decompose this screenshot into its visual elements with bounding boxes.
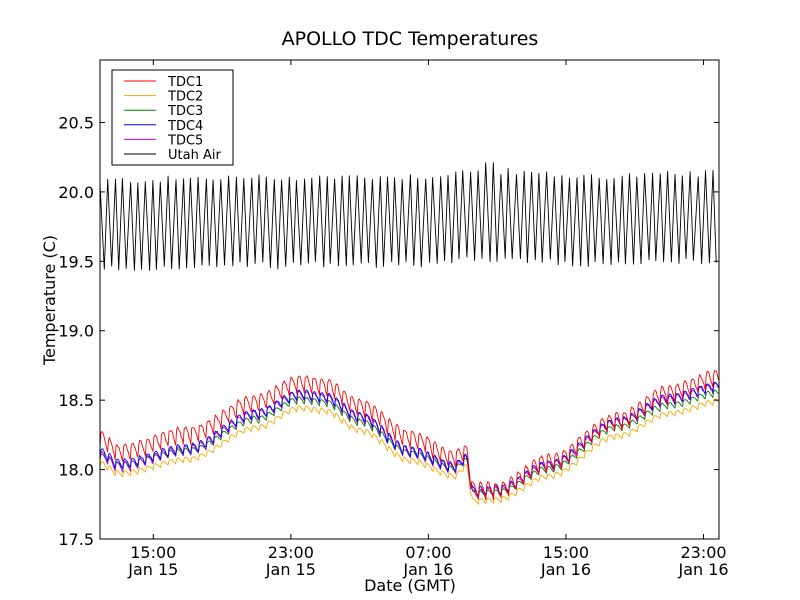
x-tick-label-time: 23:00 xyxy=(268,543,314,562)
y-axis: 17.5 18.0 18.5 19.0 19.5 20.0 20.5 xyxy=(58,113,719,549)
legend-label: Utah Air xyxy=(168,148,221,163)
legend-label: TDC3 xyxy=(167,104,203,119)
y-tick-label: 20.0 xyxy=(58,183,94,202)
legend-label: TDC4 xyxy=(167,119,203,134)
x-tick-label-time: 15:00 xyxy=(130,543,176,562)
y-tick-label: 18.5 xyxy=(58,391,94,410)
chart-title: APOLLO TDC Temperatures xyxy=(282,28,539,50)
x-tick-label-date: Jan 15 xyxy=(265,560,316,579)
x-tick-label-time: 15:00 xyxy=(543,543,589,562)
x-axis-label: Date (GMT) xyxy=(364,576,456,595)
series-layer xyxy=(100,162,719,505)
y-tick-label: 19.5 xyxy=(58,252,94,271)
y-tick-label: 18.0 xyxy=(58,461,94,480)
y-tick-label: 20.5 xyxy=(58,113,94,132)
x-tick-label-date: Jan 16 xyxy=(677,560,728,579)
y-tick-label: 19.0 xyxy=(58,322,94,341)
legend-label: TDC5 xyxy=(167,133,203,148)
x-tick-label-date: Jan 16 xyxy=(402,560,453,579)
x-tick-label-date: Jan 15 xyxy=(127,560,178,579)
plot-frame xyxy=(99,59,720,540)
y-tick-label: 17.5 xyxy=(58,530,94,549)
x-tick-label-date: Jan 16 xyxy=(540,560,591,579)
x-tick-label-time: 07:00 xyxy=(405,543,451,562)
legend-label: TDC1 xyxy=(167,75,203,90)
series-line-tdc2 xyxy=(100,398,719,505)
legend-label: TDC2 xyxy=(167,90,203,105)
x-tick-label-time: 23:00 xyxy=(680,543,726,562)
series-line-tdc1 xyxy=(100,369,719,501)
y-axis-label: Temperature (C) xyxy=(40,235,59,366)
series-line-utah-air xyxy=(100,162,717,271)
legend-box xyxy=(111,69,234,166)
